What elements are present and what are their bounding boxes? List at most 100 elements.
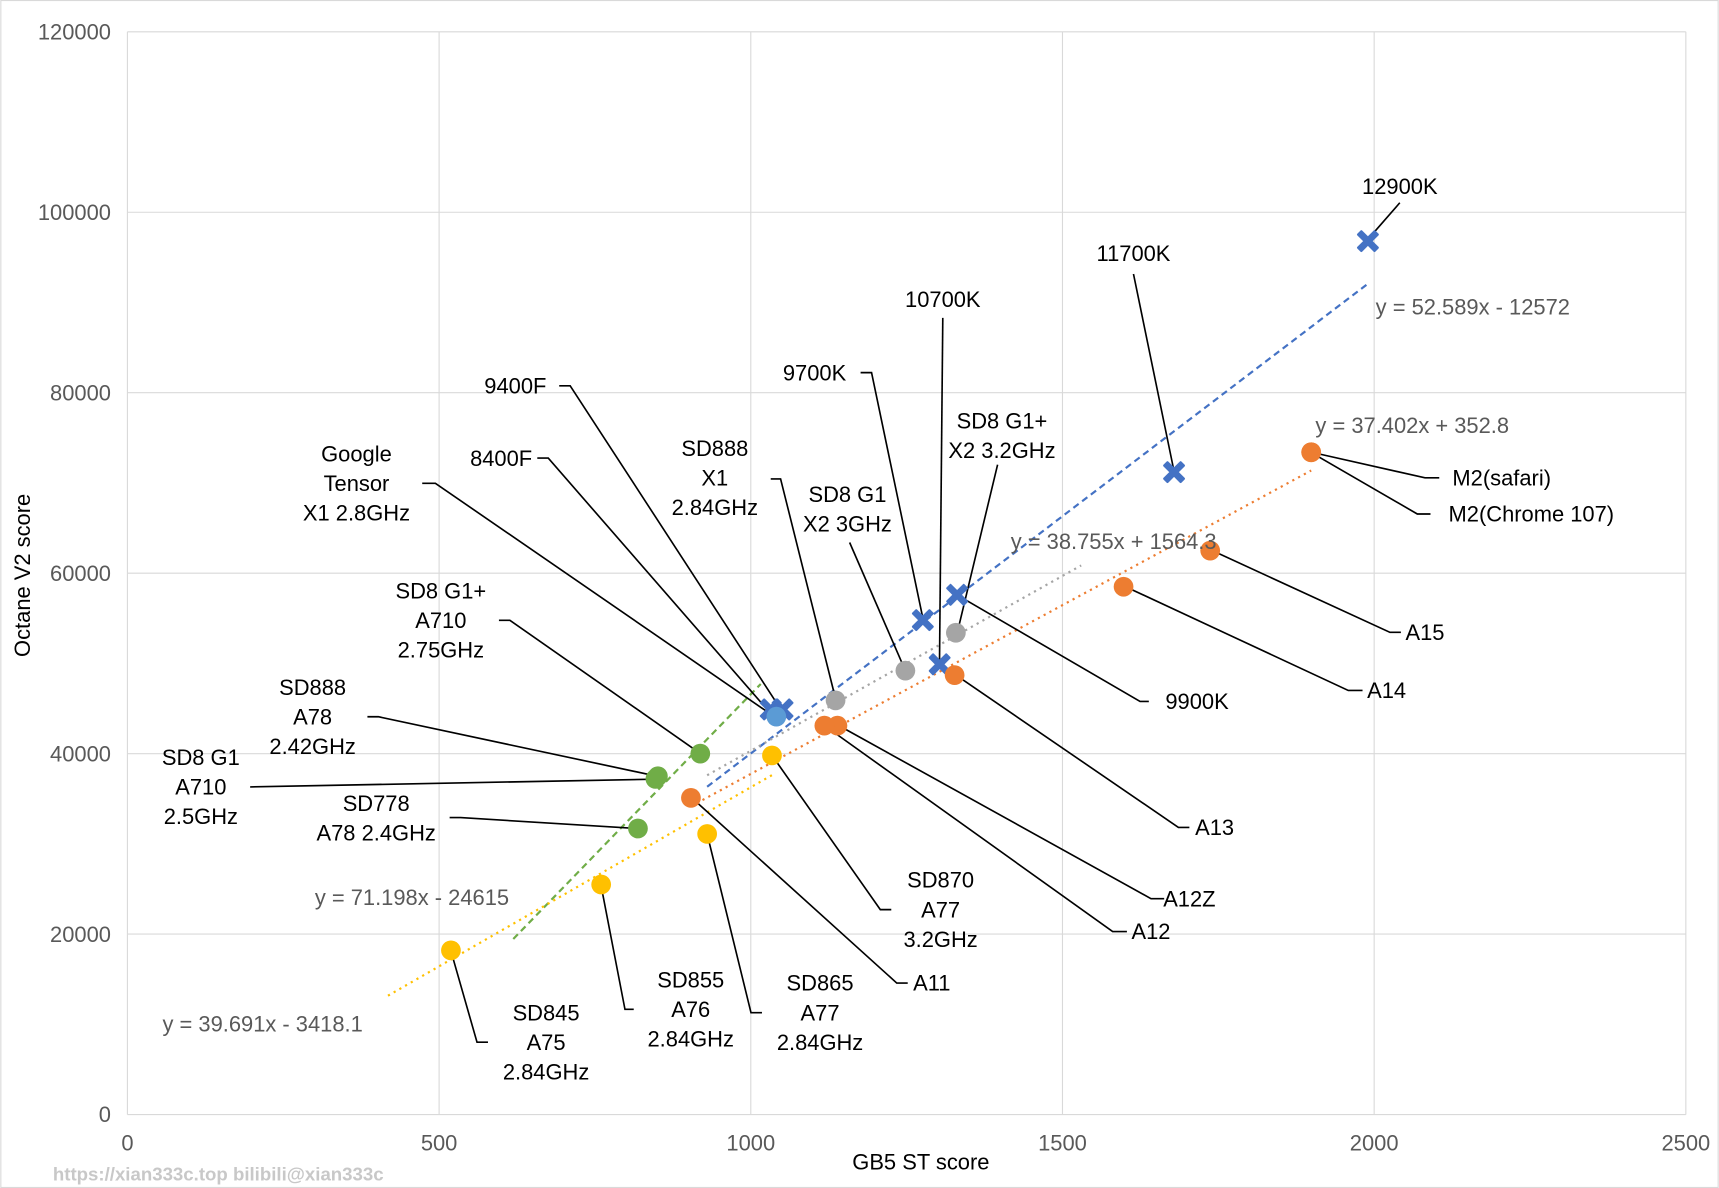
data-label-line: SD888 [681,436,748,461]
data-label: 9400F [484,373,546,398]
data-label: SD888 A78 2.42GHz [269,675,355,759]
x-marker-shape [1356,230,1379,253]
data-label: 12900K [1362,174,1438,199]
data-label-line: M2(Chrome 107) [1449,502,1615,527]
x-marker-shape [911,609,934,632]
data-label-line: A15 [1406,620,1445,645]
leader-line [449,816,638,830]
leader-line [691,797,908,984]
leader-line [848,542,906,669]
data-point [591,874,612,895]
data-label: Google Tensor X1 2.8GHz [303,441,410,525]
data-label-line: 2.84GHz [672,495,758,520]
data-label: A15 [1406,620,1445,645]
data-label-line: 2.42GHz [269,734,355,759]
leader-line [367,715,656,777]
y-tick-label: 40000 [50,741,111,766]
data-label-line: SD8 G1 [162,745,240,770]
data-point [1113,576,1134,597]
data-label-line: A77 [921,897,960,922]
data-point [681,787,701,808]
data-label-line: 9700K [783,360,847,385]
data-label: SD8 G1 X2 3GHz [803,482,892,537]
data-label-line: SD855 [657,967,724,992]
data-point [946,622,966,643]
older-snapdragon-trendline [387,771,777,997]
data-label-line: A76 [671,997,710,1022]
data-point-x-marker [911,609,934,632]
leader-line [449,949,488,1044]
data-point [944,665,965,686]
data-label: SD8 G1+ X2 3.2GHz [948,409,1055,464]
x-cores-trend-equation: y = 38.755x + 1564.3 [1011,529,1217,554]
data-point [645,769,666,789]
data-point [814,715,835,736]
leader-line [770,478,837,699]
data-label-line: 9900K [1165,689,1229,714]
data-label-line: A75 [527,1030,566,1055]
data-label: SD845 A75 2.84GHz [503,1000,589,1084]
a7xx-cores-trendline [512,683,762,940]
x-tick-label: 500 [421,1131,458,1156]
data-point [825,690,846,711]
leader-line [422,482,774,717]
data-label-line: Tensor [324,471,390,496]
data-point [1200,540,1221,561]
data-point-x-marker [1356,230,1379,253]
y-tick-label: 20000 [50,922,111,947]
data-point [690,743,711,764]
leader-line [771,754,892,911]
data-label-line: 2.75GHz [398,638,484,663]
data-point [766,706,787,727]
data-label-line: A12Z [1163,886,1215,911]
leader-line [1132,273,1175,472]
data-label-line: 12900K [1362,174,1438,199]
data-label-line: A12 [1132,919,1171,944]
data-label-line: A11 [913,971,950,996]
leader-line [537,457,771,713]
data-label-line: SD888 [279,675,346,700]
leader-line [559,384,782,710]
x-tick-label: 2500 [1661,1131,1710,1156]
data-label: A13 [1195,815,1234,840]
data-label-line: X1 2.8GHz [303,501,410,526]
y-tick-label: 80000 [50,380,111,405]
data-label-line: X2 3.2GHz [948,438,1055,463]
leader-line [1210,549,1401,634]
data-label-line: SD865 [787,971,854,996]
leader-line [1312,453,1431,515]
y-axis-title: Octane V2 score [10,494,35,657]
data-label-line: 2.5GHz [164,804,238,829]
data-label: A14 [1367,678,1406,703]
data-label-line: A78 [293,704,332,729]
data-label-line: 2.84GHz [503,1060,589,1085]
x-marker-shape [1163,461,1186,484]
leader-line [938,317,944,662]
data-label-line: X2 3GHz [803,512,892,537]
data-label-line: M2(safari) [1452,466,1551,491]
x-tick-label: 1500 [1038,1131,1087,1156]
data-label-line: 3.2GHz [903,927,977,952]
data-label: A12Z [1163,886,1215,911]
watermark: https://xian333c.top bilibili@xian333c [53,1163,384,1184]
data-label: M2(Chrome 107) [1449,502,1615,527]
data-point [697,824,718,844]
data-label: 9700K [783,360,847,385]
x-tick-label: 1000 [726,1131,775,1156]
data-label: A11 [913,971,950,996]
leader-line [860,371,924,620]
data-point [628,818,648,839]
data-label-line: SD845 [513,1000,580,1025]
data-label: SD865 A77 2.84GHz [777,971,863,1055]
data-label-line: A710 [175,775,226,800]
data-label-line: A78 2.4GHz [317,821,436,846]
data-label: 9900K [1165,689,1229,714]
leader-line [600,884,634,1011]
data-label-line: Google [321,441,392,466]
x-marker-shape [946,583,969,606]
leader-line [1313,451,1440,479]
apple-trend-equation: y = 37.402x + 352.8 [1315,413,1509,438]
older-snapdragon-trend-equation: y = 39.691x - 3418.1 [162,1011,362,1036]
